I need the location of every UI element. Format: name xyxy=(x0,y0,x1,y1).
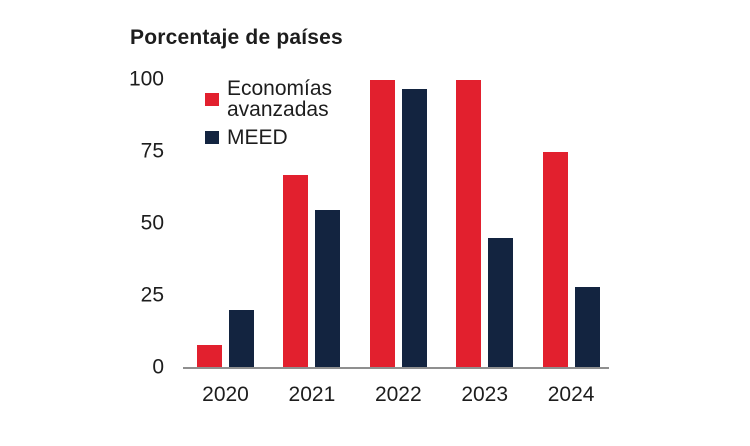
y-tick-label-50: 50 xyxy=(140,211,164,235)
x-tick-label-2024: 2024 xyxy=(547,383,595,406)
x-tick-label-2020: 2020 xyxy=(202,383,249,406)
y-tick-label-25: 25 xyxy=(140,283,164,307)
legend-item-meed: MEED xyxy=(205,127,352,148)
y-tick-label-75: 75 xyxy=(140,139,164,163)
bar-economias-avanzadas-2021 xyxy=(283,175,308,368)
legend-item-economias-avanzadas: Economías avanzadas xyxy=(205,78,352,120)
legend-swatch-meed-icon xyxy=(205,131,219,144)
x-tick-label-2023: 2023 xyxy=(461,383,509,406)
bar-economias-avanzadas-2022 xyxy=(370,80,395,368)
x-tick-label-2022: 2022 xyxy=(374,383,422,406)
legend-label-economias-avanzadas: Economías avanzadas xyxy=(227,77,333,121)
legend-swatch-economias-avanzadas-icon xyxy=(205,92,219,106)
x-axis-line xyxy=(183,367,609,369)
bar-economias-avanzadas-2020 xyxy=(197,345,222,368)
bar-meed-2020 xyxy=(229,310,254,368)
chart-title: Porcentaje de países xyxy=(130,26,343,49)
bar-economias-avanzadas-2024 xyxy=(543,152,568,368)
legend: Economías avanzadas MEED xyxy=(205,78,352,148)
bar-meed-2022 xyxy=(402,89,427,368)
bar-economias-avanzadas-2023 xyxy=(456,80,481,368)
y-tick-label-100: 100 xyxy=(128,67,164,91)
y-tick-label-0: 0 xyxy=(152,355,164,379)
bar-meed-2023 xyxy=(488,238,513,368)
bar-meed-2021 xyxy=(315,210,340,368)
x-tick-label-2021: 2021 xyxy=(288,383,336,406)
legend-label-meed: MEED xyxy=(227,126,288,149)
bar-meed-2024 xyxy=(575,287,600,368)
